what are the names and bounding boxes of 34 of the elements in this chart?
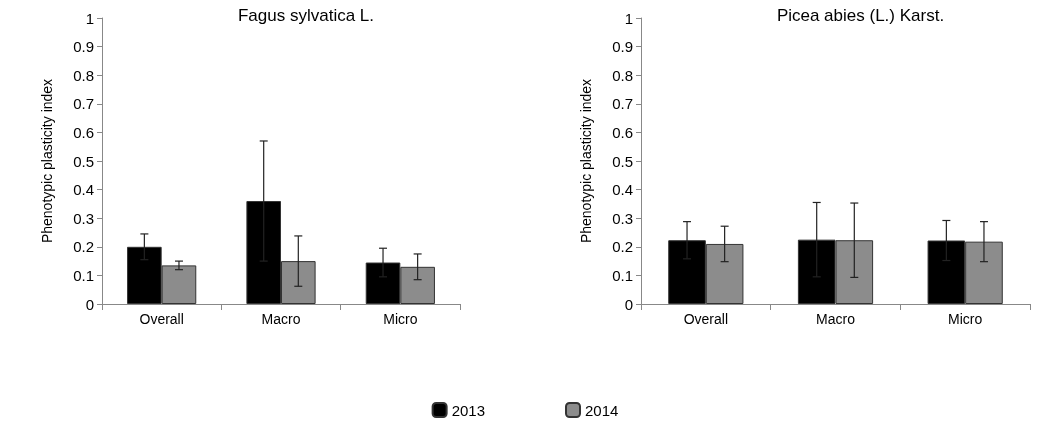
y-tick-label: 0.9: [73, 38, 94, 56]
chart-title: Fagus sylvatica L.: [237, 6, 375, 25]
y-tick-label: 0: [85, 295, 94, 313]
y-tick-label: 0.4: [612, 181, 633, 199]
y-tick-label: 0: [624, 295, 633, 313]
y-tick-label: 0.2: [73, 238, 94, 256]
y-tick-label: 0.4: [73, 181, 94, 199]
y-tick-label: 0.7: [73, 95, 94, 113]
x-tick-label: Micro: [948, 311, 983, 327]
y-tick-label: 1: [85, 9, 94, 27]
x-tick-label: Micro: [383, 311, 418, 327]
y-tick-label: 0.8: [73, 66, 94, 84]
legend-label: 2014: [585, 401, 619, 419]
y-tick-label: 0.7: [612, 95, 633, 113]
y-tick-label: 0.2: [612, 238, 633, 256]
x-tick-label: Macro: [816, 311, 856, 327]
y-tick-label: 0.3: [73, 209, 94, 227]
chart-title: Picea abies (L.) Karst.: [776, 6, 945, 25]
y-tick-label: 0.6: [612, 123, 633, 141]
y-tick-label: 0.8: [612, 66, 633, 84]
y-tick-label: 0.1: [73, 266, 94, 284]
x-tick-label: Overall: [683, 311, 729, 327]
y-tick-label: 1: [624, 9, 633, 27]
y-tick-label: 0.5: [73, 152, 94, 170]
y-tick-label: 0.9: [612, 38, 633, 56]
y-tick-label: 0.3: [612, 209, 633, 227]
x-tick-label: Macro: [261, 311, 301, 327]
y-axis-title: Phenotypic plasticity index: [39, 78, 55, 244]
legend-label: 2013: [451, 401, 486, 419]
x-tick-label: Overall: [139, 311, 184, 327]
y-tick-label: 0.1: [612, 266, 633, 284]
y-axis-title: Phenotypic plasticity index: [578, 78, 594, 244]
y-tick-label: 0.6: [73, 123, 94, 141]
y-tick-label: 0.5: [612, 152, 633, 170]
